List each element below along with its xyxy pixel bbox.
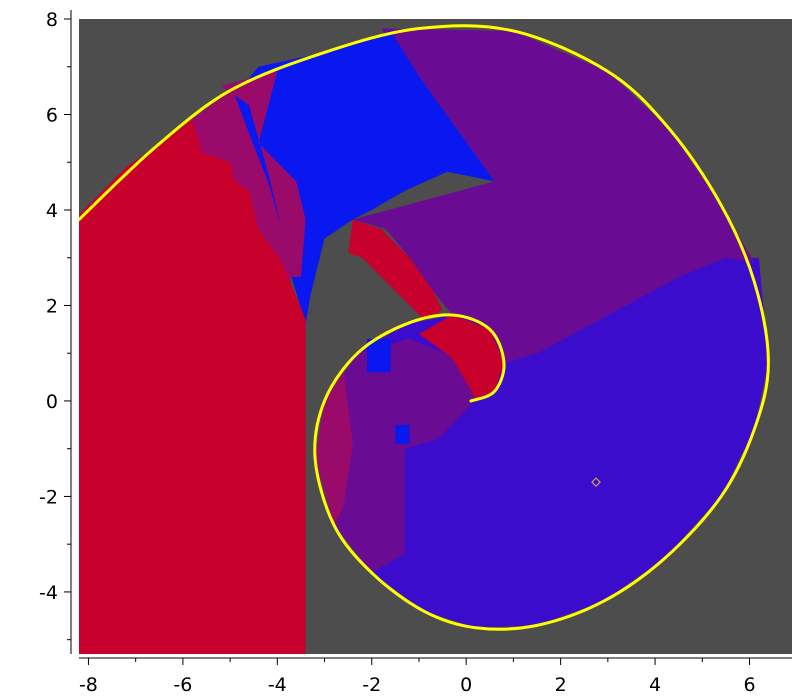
- spiral-curve: [79, 24, 770, 631]
- x-tick-label: 4: [649, 674, 661, 696]
- marker-point-0: [591, 477, 601, 487]
- x-tick-label: -2: [362, 674, 381, 696]
- region-magenta-inner: [315, 372, 353, 526]
- x-tick-label: -4: [268, 674, 287, 696]
- y-tick-label: 0: [46, 391, 58, 413]
- x-tick-label: -8: [79, 674, 98, 696]
- region-purple-inner: [315, 338, 486, 573]
- region-blue-speck-2: [395, 424, 410, 444]
- y-tick-label: 8: [46, 9, 58, 31]
- x-tick-label: 0: [460, 674, 472, 696]
- x-axis-ticks: -8 -6 -4 -2 0 2 4 6: [79, 658, 756, 696]
- y-tick-label: 6: [46, 104, 58, 126]
- region-red-left: [79, 119, 306, 654]
- region-red-tongue: [348, 219, 443, 320]
- y-tick-label: -2: [39, 486, 58, 508]
- y-tick-label: 2: [46, 295, 58, 317]
- x-tick-label: -6: [173, 674, 192, 696]
- y-tick-label: -4: [39, 582, 58, 604]
- y-tick-label: 4: [46, 200, 58, 222]
- marker-layer: [591, 477, 601, 487]
- spiral-curve-layer: [79, 24, 770, 631]
- region-red-core: [418, 315, 504, 399]
- region-blue-speck-1: [367, 338, 391, 373]
- region-magenta-mid: [220, 71, 306, 277]
- color-regions: [79, 28, 769, 654]
- x-tick-label: 2: [555, 674, 567, 696]
- region-purple-upper: [352, 28, 755, 363]
- x-tick-label: 6: [743, 674, 755, 696]
- y-axis-ticks: 8 6 4 2 0 -2 -4: [39, 9, 71, 641]
